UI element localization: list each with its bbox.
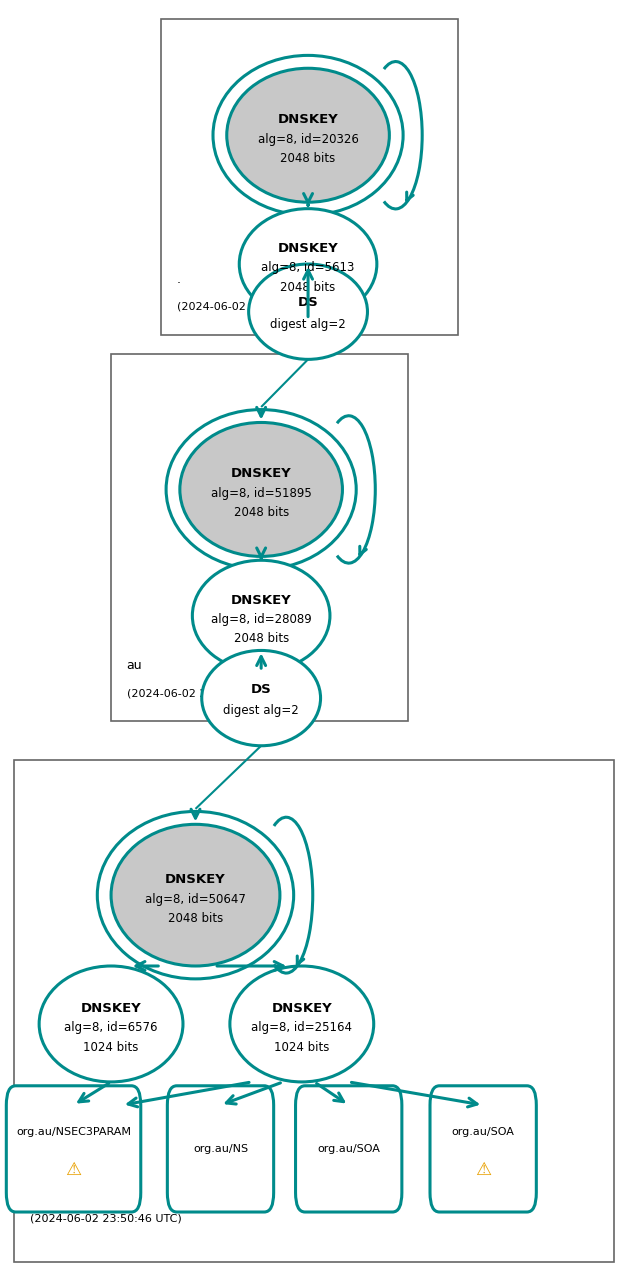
Ellipse shape — [202, 650, 320, 746]
Text: alg=8, id=6576: alg=8, id=6576 — [65, 1021, 158, 1034]
Bar — [111, 354, 408, 721]
Ellipse shape — [192, 560, 330, 671]
FancyBboxPatch shape — [430, 1086, 536, 1212]
Ellipse shape — [39, 966, 183, 1082]
Ellipse shape — [230, 966, 374, 1082]
Text: DS: DS — [298, 296, 319, 309]
Text: alg=8, id=25164: alg=8, id=25164 — [251, 1021, 352, 1034]
Text: ⚠: ⚠ — [475, 1160, 491, 1179]
Text: 2048 bits: 2048 bits — [233, 506, 289, 519]
Text: org.au/SOA: org.au/SOA — [451, 1127, 515, 1137]
Text: ⚠: ⚠ — [65, 1160, 82, 1179]
Text: alg=8, id=51895: alg=8, id=51895 — [211, 487, 312, 500]
FancyBboxPatch shape — [6, 1086, 141, 1212]
FancyBboxPatch shape — [295, 1086, 402, 1212]
Text: DNSKEY: DNSKEY — [81, 1002, 142, 1015]
Ellipse shape — [180, 422, 342, 556]
Text: (2024-06-02 18:34:26 UTC): (2024-06-02 18:34:26 UTC) — [177, 301, 329, 312]
Text: digest alg=2: digest alg=2 — [270, 318, 346, 331]
Text: 2048 bits: 2048 bits — [168, 912, 223, 925]
Text: DNSKEY: DNSKEY — [278, 242, 339, 255]
Text: 2048 bits: 2048 bits — [280, 281, 335, 294]
Text: au: au — [127, 659, 142, 672]
Bar — [14, 760, 614, 1262]
Text: org.au: org.au — [29, 1179, 70, 1191]
Text: digest alg=2: digest alg=2 — [223, 705, 299, 717]
Text: 1024 bits: 1024 bits — [274, 1041, 330, 1054]
Ellipse shape — [249, 264, 367, 359]
Text: 1024 bits: 1024 bits — [83, 1041, 139, 1054]
Text: (2024-06-02 20:05:13 UTC): (2024-06-02 20:05:13 UTC) — [127, 688, 278, 698]
Text: DNSKEY: DNSKEY — [231, 468, 292, 480]
Text: .: . — [177, 273, 181, 286]
Text: alg=8, id=28089: alg=8, id=28089 — [211, 613, 312, 626]
Text: org.au/SOA: org.au/SOA — [317, 1144, 380, 1154]
Text: DNSKEY: DNSKEY — [165, 873, 226, 886]
Text: org.au/NSEC3PARAM: org.au/NSEC3PARAM — [16, 1127, 131, 1137]
Bar — [161, 19, 458, 335]
Text: 2048 bits: 2048 bits — [280, 152, 335, 165]
Text: 2048 bits: 2048 bits — [233, 632, 289, 645]
Text: alg=8, id=20326: alg=8, id=20326 — [258, 133, 359, 146]
Text: (2024-06-02 23:50:46 UTC): (2024-06-02 23:50:46 UTC) — [29, 1213, 181, 1224]
Ellipse shape — [227, 68, 389, 202]
FancyBboxPatch shape — [167, 1086, 273, 1212]
Text: org.au/NS: org.au/NS — [193, 1144, 248, 1154]
Ellipse shape — [111, 824, 280, 966]
Text: DNSKEY: DNSKEY — [231, 594, 292, 607]
Text: alg=8, id=50647: alg=8, id=50647 — [145, 893, 246, 905]
Text: DNSKEY: DNSKEY — [278, 113, 339, 126]
Text: DNSKEY: DNSKEY — [271, 1002, 332, 1015]
Text: alg=8, id=5613: alg=8, id=5613 — [261, 261, 355, 274]
Ellipse shape — [240, 209, 377, 319]
Text: DS: DS — [251, 683, 271, 696]
